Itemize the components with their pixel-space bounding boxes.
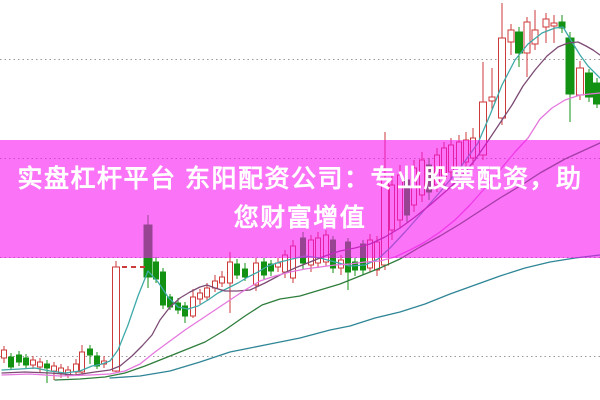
candle-body (197, 292, 203, 300)
candle-body (523, 21, 531, 54)
candle-body (515, 31, 523, 54)
candle-body (23, 357, 29, 366)
candle-body (182, 305, 188, 317)
candle-body (531, 29, 539, 45)
candle-body (565, 37, 575, 95)
ma60-line (109, 254, 600, 379)
candle-body (204, 287, 210, 298)
candle-body (542, 18, 550, 28)
candle-body (234, 263, 240, 276)
candle-body (87, 348, 93, 356)
candle-body (44, 363, 50, 369)
candle-body (1, 349, 7, 359)
candle-body (507, 29, 515, 43)
candle-body (219, 276, 225, 284)
ad-banner-text-line2: 您财富增值 (233, 204, 367, 232)
candle-body (8, 356, 14, 368)
candle-body (550, 22, 558, 27)
candle-body (488, 96, 496, 102)
candle-body (112, 266, 120, 372)
ma5-line (1, 26, 600, 374)
candle-body (242, 268, 248, 278)
candle-body (268, 263, 274, 272)
candle-body (16, 354, 22, 363)
ad-banner-text-line1: 实盘杠杆平台 东阳配资公司：专业股票配资，助 (17, 165, 583, 193)
candle-body (51, 365, 57, 372)
ad-banner-overlay[interactable]: 实盘杠杆平台 东阳配资公司：专业股票配资，助 您财富增值 (0, 140, 600, 258)
candle-body (498, 37, 506, 119)
candle-body (30, 359, 36, 366)
candle-body (153, 261, 159, 280)
ma10-line (1, 41, 600, 376)
candle-body (585, 72, 593, 98)
candle-body (558, 21, 566, 29)
candle-body (94, 355, 100, 367)
candle-body (227, 261, 233, 284)
candle-body (576, 67, 584, 96)
candle-body (37, 361, 43, 368)
candle-body (79, 351, 85, 373)
